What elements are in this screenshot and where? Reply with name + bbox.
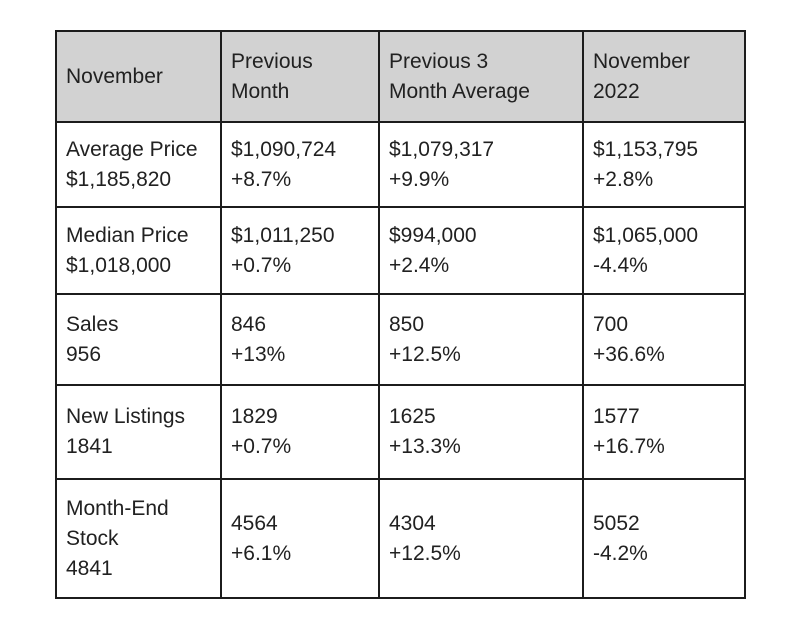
- cell-change: +36.6%: [593, 342, 665, 366]
- cell-value: $1,079,317: [389, 137, 495, 161]
- header-line: Month: [231, 79, 290, 103]
- header-line: November: [66, 64, 163, 88]
- header-line: Previous: [231, 49, 313, 73]
- metric-name: Average Price: [66, 137, 198, 161]
- table-row-median-price: Median Price $1,018,000 $1,011,250 +0.7%…: [55, 206, 746, 295]
- cell-value: 850: [389, 312, 425, 336]
- header-line: Previous 3: [389, 49, 489, 73]
- cell-value: 846: [231, 312, 267, 336]
- header-line: Month Average: [389, 79, 530, 103]
- value-cell: 1625 +13.3%: [378, 384, 584, 480]
- cell-value: $1,011,250: [231, 223, 335, 247]
- cell-change: +12.5%: [389, 541, 461, 565]
- metric-current-value: 956: [66, 342, 102, 366]
- cell-value: 1577: [593, 405, 640, 428]
- value-cell: 4304 +12.5%: [378, 478, 584, 599]
- cell-change: +0.7%: [231, 435, 292, 458]
- metric-name: Month-End Stock: [66, 496, 169, 550]
- value-cell: 1577 +16.7%: [582, 384, 746, 480]
- value-cell: $1,011,250 +0.7%: [220, 206, 380, 295]
- cell-value: $1,153,795: [593, 137, 699, 161]
- table-row-month-end-stock: Month-End Stock 4841 4564 +6.1% 4304 +12…: [55, 478, 746, 599]
- metric-name: New Listings: [66, 405, 186, 428]
- metric-name: Median Price: [66, 223, 189, 247]
- value-cell: $1,090,724 +8.7%: [220, 121, 380, 208]
- metric-cell: Average Price $1,185,820: [55, 121, 222, 208]
- value-cell: 5052 -4.2%: [582, 478, 746, 599]
- header-line: 2022: [593, 79, 640, 103]
- november-stats-table: November Previous Month Previous 3 Month…: [55, 30, 746, 599]
- value-cell: 700 +36.6%: [582, 293, 746, 386]
- cell-value: 5052: [593, 511, 640, 535]
- cell-change: +8.7%: [231, 167, 292, 191]
- cell-value: 700: [593, 312, 629, 336]
- cell-change: +12.5%: [389, 342, 461, 366]
- metric-cell: Median Price $1,018,000: [55, 206, 222, 295]
- header-line: November: [593, 49, 690, 73]
- cell-change: +2.8%: [593, 167, 654, 191]
- metric-current-value: $1,018,000: [66, 253, 172, 277]
- cell-change: +2.4%: [389, 253, 450, 277]
- cell-value: 4304: [389, 511, 436, 535]
- table-row-new-listings: New Listings 1841 1829 +0.7% 1625 +13.3%…: [55, 384, 746, 480]
- metric-cell: Month-End Stock 4841: [55, 478, 222, 599]
- cell-value: $1,065,000: [593, 223, 699, 247]
- cell-value: $994,000: [389, 223, 477, 247]
- cell-value: 1625: [389, 405, 436, 428]
- cell-value: 4564: [231, 511, 278, 535]
- metric-current-value: 4841: [66, 556, 113, 580]
- header-cell-november-2022: November 2022: [582, 30, 746, 123]
- value-cell: 1829 +0.7%: [220, 384, 380, 480]
- metric-cell: Sales 956: [55, 293, 222, 386]
- header-cell-previous-month: Previous Month: [220, 30, 380, 123]
- cell-change: -4.4%: [593, 253, 648, 277]
- value-cell: $1,153,795 +2.8%: [582, 121, 746, 208]
- cell-change: -4.2%: [593, 541, 648, 565]
- cell-change: +0.7%: [231, 253, 292, 277]
- cell-value: $1,090,724: [231, 137, 337, 161]
- cell-change: +13.3%: [389, 435, 461, 458]
- header-cell-previous-3-month-average: Previous 3 Month Average: [378, 30, 584, 123]
- value-cell: 4564 +6.1%: [220, 478, 380, 599]
- cell-change: +6.1%: [231, 541, 292, 565]
- table-row-average-price: Average Price $1,185,820 $1,090,724 +8.7…: [55, 121, 746, 208]
- stats-table-container: November Previous Month Previous 3 Month…: [55, 30, 746, 599]
- table-header-row: November Previous Month Previous 3 Month…: [55, 30, 746, 123]
- metric-current-value: 1841: [66, 435, 113, 458]
- cell-change: +16.7%: [593, 435, 665, 458]
- cell-change: +13%: [231, 342, 286, 366]
- metric-name: Sales: [66, 312, 119, 336]
- table-row-sales: Sales 956 846 +13% 850 +12.5% 700 +36.6%: [55, 293, 746, 386]
- cell-value: 1829: [231, 405, 278, 428]
- metric-current-value: $1,185,820: [66, 167, 172, 191]
- value-cell: $1,065,000 -4.4%: [582, 206, 746, 295]
- value-cell: $994,000 +2.4%: [378, 206, 584, 295]
- value-cell: 846 +13%: [220, 293, 380, 386]
- value-cell: $1,079,317 +9.9%: [378, 121, 584, 208]
- metric-cell: New Listings 1841: [55, 384, 222, 480]
- cell-change: +9.9%: [389, 167, 450, 191]
- header-cell-month: November: [55, 30, 222, 123]
- value-cell: 850 +12.5%: [378, 293, 584, 386]
